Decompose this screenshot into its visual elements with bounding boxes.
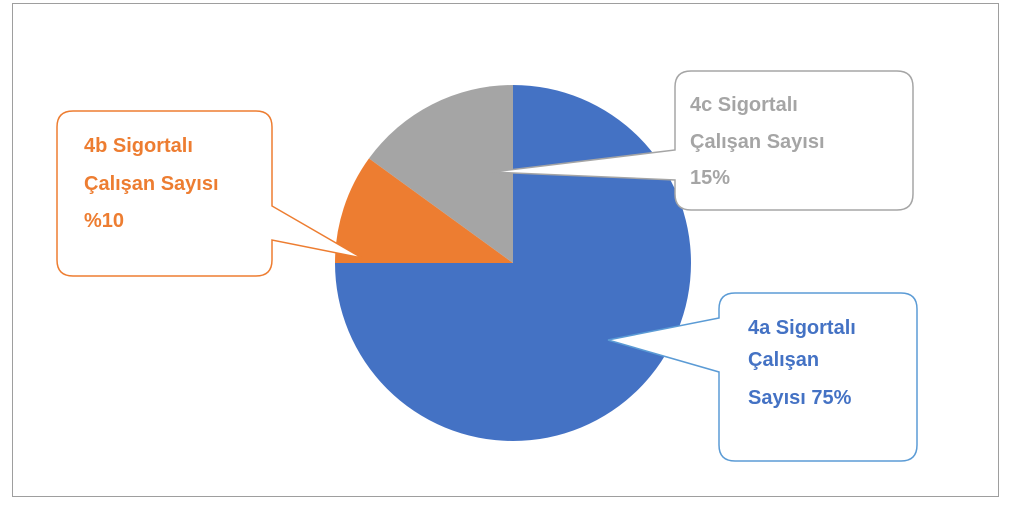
callout-4b-line2: Çalışan Sayısı (84, 173, 219, 195)
callout-4a-line3: Sayısı 75% (748, 387, 852, 409)
callout-4b-box (56, 110, 363, 277)
callout-4c-box (491, 70, 914, 211)
callout-4a: 4a Sigortalı Çalışan Sayısı 75% (607, 292, 918, 462)
callout-4a-line2: Çalışan (748, 349, 819, 371)
callout-4c: 4c Sigortalı Çalışan Sayısı 15% (491, 70, 914, 211)
callout-4a-line1: 4a Sigortalı (748, 317, 856, 339)
callout-4c-line1: 4c Sigortalı (690, 94, 798, 116)
callout-4c-line2: Çalışan Sayısı (690, 131, 825, 153)
pie-slices (335, 85, 691, 441)
callout-4b-line3: %10 (84, 210, 124, 232)
callout-4c-line3: 15% (690, 167, 730, 189)
pie-slice-3 (368, 85, 513, 263)
callout-4b-line1: 4b Sigortalı (84, 135, 193, 157)
callout-4b: 4b Sigortalı Çalışan Sayısı %10 (56, 110, 363, 277)
pie-slice-2 (335, 158, 513, 263)
callout-4a-box (607, 292, 918, 462)
